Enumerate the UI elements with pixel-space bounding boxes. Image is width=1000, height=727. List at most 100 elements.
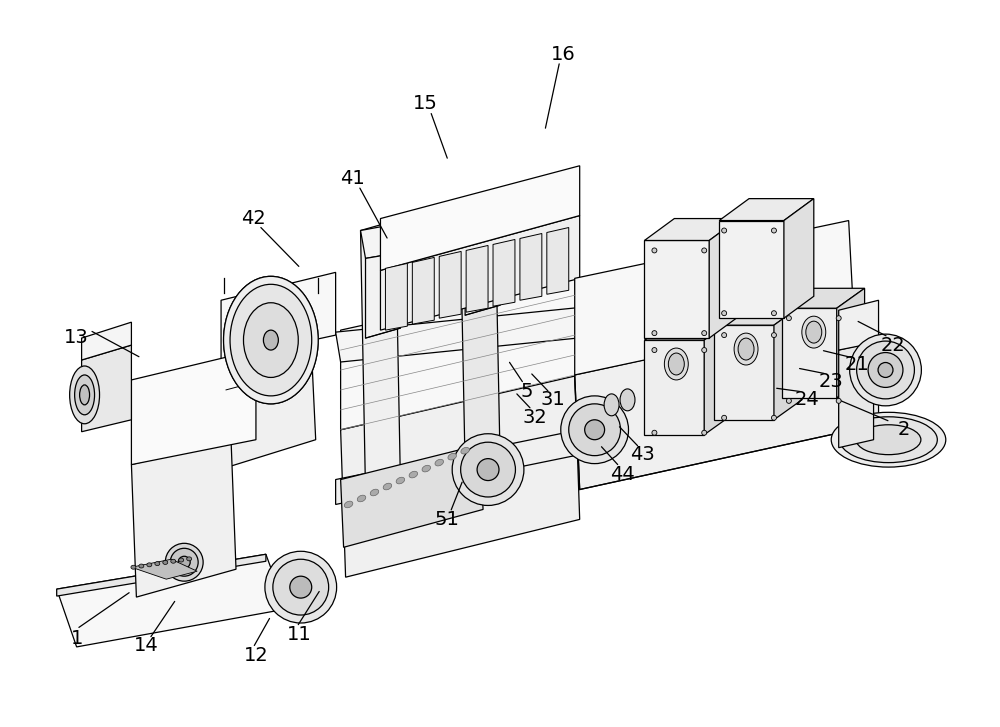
Polygon shape [839, 330, 879, 440]
Text: 23: 23 [818, 372, 843, 391]
Ellipse shape [170, 548, 198, 577]
Polygon shape [131, 559, 197, 579]
Ellipse shape [722, 228, 727, 233]
Ellipse shape [771, 310, 776, 316]
Ellipse shape [836, 398, 841, 403]
Polygon shape [774, 305, 802, 419]
Text: 1: 1 [70, 630, 83, 648]
Ellipse shape [80, 385, 90, 405]
Polygon shape [714, 305, 802, 325]
Polygon shape [704, 320, 732, 435]
Polygon shape [82, 322, 131, 360]
Ellipse shape [75, 375, 95, 415]
Ellipse shape [668, 353, 684, 375]
Ellipse shape [806, 321, 822, 343]
Ellipse shape [357, 495, 366, 502]
Polygon shape [784, 198, 814, 318]
Ellipse shape [722, 415, 727, 420]
Text: 43: 43 [630, 445, 655, 464]
Polygon shape [575, 220, 854, 375]
Polygon shape [644, 320, 732, 340]
Polygon shape [366, 467, 465, 531]
Polygon shape [341, 375, 580, 577]
Text: 16: 16 [550, 44, 575, 64]
Ellipse shape [604, 394, 619, 416]
Ellipse shape [230, 284, 312, 396]
Polygon shape [839, 342, 874, 448]
Polygon shape [547, 228, 569, 294]
Ellipse shape [178, 556, 190, 569]
Ellipse shape [409, 471, 418, 478]
Text: 24: 24 [794, 390, 819, 409]
Ellipse shape [569, 403, 621, 456]
Ellipse shape [620, 389, 635, 411]
Ellipse shape [850, 334, 921, 406]
Ellipse shape [273, 559, 329, 615]
Polygon shape [57, 554, 286, 647]
Polygon shape [719, 220, 784, 318]
Polygon shape [341, 445, 483, 547]
Polygon shape [782, 308, 837, 398]
Ellipse shape [179, 558, 184, 562]
Polygon shape [839, 300, 879, 350]
Text: 14: 14 [134, 636, 159, 656]
Ellipse shape [652, 348, 657, 353]
Text: 13: 13 [64, 328, 89, 347]
Ellipse shape [263, 330, 278, 350]
Polygon shape [380, 166, 580, 270]
Ellipse shape [477, 459, 499, 481]
Text: 12: 12 [244, 646, 268, 665]
Ellipse shape [786, 316, 791, 321]
Ellipse shape [840, 417, 937, 462]
Ellipse shape [652, 331, 657, 336]
Polygon shape [366, 236, 500, 338]
Polygon shape [644, 219, 739, 241]
Ellipse shape [224, 276, 318, 403]
Polygon shape [221, 335, 316, 467]
Ellipse shape [147, 563, 152, 567]
Polygon shape [644, 241, 709, 338]
Ellipse shape [370, 489, 379, 496]
Ellipse shape [187, 557, 192, 561]
Text: 22: 22 [881, 336, 906, 355]
Ellipse shape [652, 430, 657, 435]
Polygon shape [412, 257, 434, 324]
Text: 5: 5 [521, 382, 533, 401]
Ellipse shape [857, 341, 914, 399]
Ellipse shape [131, 565, 136, 569]
Ellipse shape [383, 483, 392, 490]
Ellipse shape [224, 276, 318, 403]
Polygon shape [82, 345, 131, 432]
Polygon shape [782, 289, 865, 308]
Ellipse shape [139, 564, 144, 568]
Polygon shape [366, 480, 400, 531]
Ellipse shape [771, 228, 776, 233]
Text: 51: 51 [435, 510, 460, 529]
Ellipse shape [171, 559, 176, 563]
Text: 44: 44 [610, 465, 635, 484]
Polygon shape [131, 350, 256, 465]
Polygon shape [575, 316, 854, 489]
Polygon shape [580, 380, 849, 454]
Polygon shape [714, 325, 774, 419]
Text: 11: 11 [286, 625, 311, 644]
Ellipse shape [263, 330, 278, 350]
Polygon shape [460, 206, 500, 467]
Ellipse shape [771, 333, 776, 337]
Ellipse shape [396, 477, 405, 484]
Ellipse shape [702, 248, 707, 253]
Ellipse shape [836, 316, 841, 321]
Polygon shape [336, 281, 854, 362]
Polygon shape [336, 430, 580, 505]
Polygon shape [361, 206, 500, 258]
Ellipse shape [722, 333, 727, 337]
Text: 15: 15 [413, 95, 438, 113]
Ellipse shape [155, 562, 160, 566]
Ellipse shape [722, 310, 727, 316]
Ellipse shape [448, 454, 456, 460]
Polygon shape [131, 440, 236, 597]
Ellipse shape [422, 465, 431, 472]
Polygon shape [361, 220, 400, 491]
Ellipse shape [771, 415, 776, 420]
Polygon shape [385, 263, 407, 330]
